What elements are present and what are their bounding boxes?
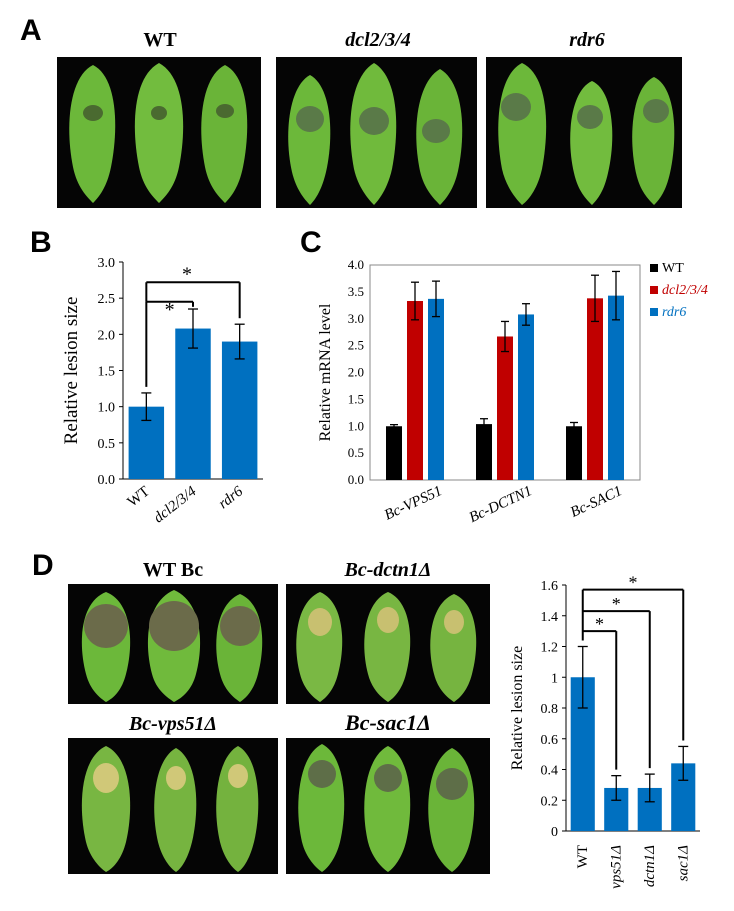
x-tick-label: dcl2/3/4 bbox=[151, 483, 200, 526]
bar bbox=[587, 298, 603, 480]
legend-label: rdr6 bbox=[662, 305, 686, 320]
y-tick-label: 0.8 bbox=[541, 702, 559, 717]
y-tick-label: 0.2 bbox=[541, 794, 559, 809]
leaf-photo-bc-vps51 bbox=[68, 738, 278, 874]
y-tick-label: 3.0 bbox=[348, 311, 364, 326]
x-tick-label: Bc-SAC1 bbox=[568, 483, 625, 521]
significance-star: * bbox=[165, 299, 175, 321]
leaf-icon bbox=[288, 63, 463, 205]
chart-b: 0.0 0.5 1.0 1.5 2.0 2.5 3.0 Relative lesion siz… bbox=[61, 256, 263, 526]
significance-star: * bbox=[612, 594, 621, 614]
group-title-wt: WT bbox=[143, 29, 177, 51]
bar bbox=[518, 314, 534, 480]
leaf-photo-dcl234 bbox=[276, 57, 477, 208]
y-axis-label: Relative lesion size bbox=[509, 646, 526, 770]
legend-swatch bbox=[650, 308, 658, 316]
bar bbox=[476, 424, 492, 480]
panel-label-b: B bbox=[30, 226, 52, 259]
y-tick-label: 0 bbox=[551, 825, 558, 840]
y-tick-label: 1 bbox=[551, 671, 558, 686]
y-tick-label: 2.5 bbox=[348, 338, 364, 353]
y-tick-label: 4.0 bbox=[348, 257, 364, 272]
leaf-icon bbox=[69, 63, 248, 203]
legend-label: WT bbox=[662, 261, 684, 276]
leaf-photo-bc-sac1 bbox=[286, 738, 490, 874]
x-tick-label: dctn1Δ bbox=[642, 845, 658, 887]
leaf-photo-rdr6 bbox=[486, 57, 682, 208]
panel-label-a: A bbox=[20, 14, 42, 47]
x-tick-label: vps51Δ bbox=[608, 845, 624, 889]
bar bbox=[175, 328, 211, 479]
group-title-rdr6: rdr6 bbox=[569, 29, 605, 51]
panel-label-d: D bbox=[32, 549, 54, 582]
bar bbox=[608, 295, 624, 480]
y-tick-label: 1.0 bbox=[348, 418, 364, 433]
leaf-icon bbox=[81, 590, 263, 702]
group-title-dcl234: dcl2/3/4 bbox=[345, 29, 411, 51]
y-tick-label: 1.6 bbox=[541, 579, 559, 594]
legend-swatch bbox=[650, 286, 658, 294]
legend-label: dcl2/3/4 bbox=[662, 283, 708, 298]
y-tick-label: 0.4 bbox=[541, 764, 559, 779]
y-tick-label: 1.5 bbox=[98, 365, 116, 380]
y-tick-label: 1.0 bbox=[98, 401, 116, 416]
y-tick-label: 1.2 bbox=[541, 641, 559, 656]
legend-swatch bbox=[650, 264, 658, 272]
y-axis-label: Relative mRNA level bbox=[317, 303, 334, 441]
group-title-bc-vps51: Bc-vps51Δ bbox=[128, 713, 218, 735]
leaf-icon bbox=[498, 63, 675, 205]
bar bbox=[566, 426, 582, 480]
bar bbox=[428, 298, 444, 480]
significance-star: * bbox=[629, 573, 638, 593]
panel-label-c: C bbox=[300, 226, 322, 259]
bar bbox=[497, 336, 513, 480]
chart-d: 0 0.2 0.4 0.6 0.8 1 1.2 1.4 1.6 Relative lesion s… bbox=[509, 573, 700, 889]
y-axis-label: Relative lesion size bbox=[61, 297, 82, 445]
y-tick-label: 0.0 bbox=[348, 472, 364, 487]
chart-c: 0.0 0.5 1.0 1.5 2.0 2.5 3.0 3.5 4.0 Relative mRNA… bbox=[317, 257, 708, 526]
y-tick-label: 1.5 bbox=[348, 391, 364, 406]
y-tick-label: 2.0 bbox=[98, 328, 116, 343]
x-tick-label: rdr6 bbox=[216, 483, 247, 512]
leaf-icon bbox=[298, 744, 475, 872]
y-tick-label: 1.4 bbox=[541, 610, 559, 625]
x-tick-label: WT bbox=[575, 845, 591, 868]
y-tick-label: 3.5 bbox=[348, 284, 364, 299]
group-title-bc-dctn1: Bc-dctn1Δ bbox=[344, 559, 432, 581]
group-title-bc-sac1: Bc-sac1Δ bbox=[345, 710, 431, 735]
bar bbox=[386, 426, 402, 480]
y-tick-label: 0.6 bbox=[541, 733, 559, 748]
x-tick-label: WT bbox=[125, 484, 153, 511]
bar bbox=[221, 341, 258, 479]
y-tick-label: 0.5 bbox=[98, 437, 116, 452]
y-tick-label: 2.0 bbox=[348, 365, 364, 380]
leaf-icon bbox=[296, 592, 477, 702]
y-tick-label: 0.0 bbox=[98, 473, 116, 488]
leaf-photo-wt bbox=[57, 57, 261, 208]
leaf-icon bbox=[81, 746, 259, 872]
group-title-wt-bc: WT Bc bbox=[142, 559, 204, 581]
leaf-photo-bc-dctn1 bbox=[286, 584, 490, 704]
y-tick-label: 0.5 bbox=[348, 445, 364, 460]
significance-star: * bbox=[595, 614, 604, 634]
x-tick-label: Bc-DCTN1 bbox=[467, 483, 535, 526]
y-tick-label: 2.5 bbox=[98, 292, 116, 307]
leaf-photo-wt-bc bbox=[68, 584, 278, 704]
significance-star: * bbox=[182, 263, 192, 285]
y-tick-label: 3.0 bbox=[98, 256, 116, 271]
x-tick-label: Bc-VPS51 bbox=[382, 483, 445, 524]
bar bbox=[407, 301, 423, 480]
x-tick-label: sac1Δ bbox=[675, 845, 691, 881]
